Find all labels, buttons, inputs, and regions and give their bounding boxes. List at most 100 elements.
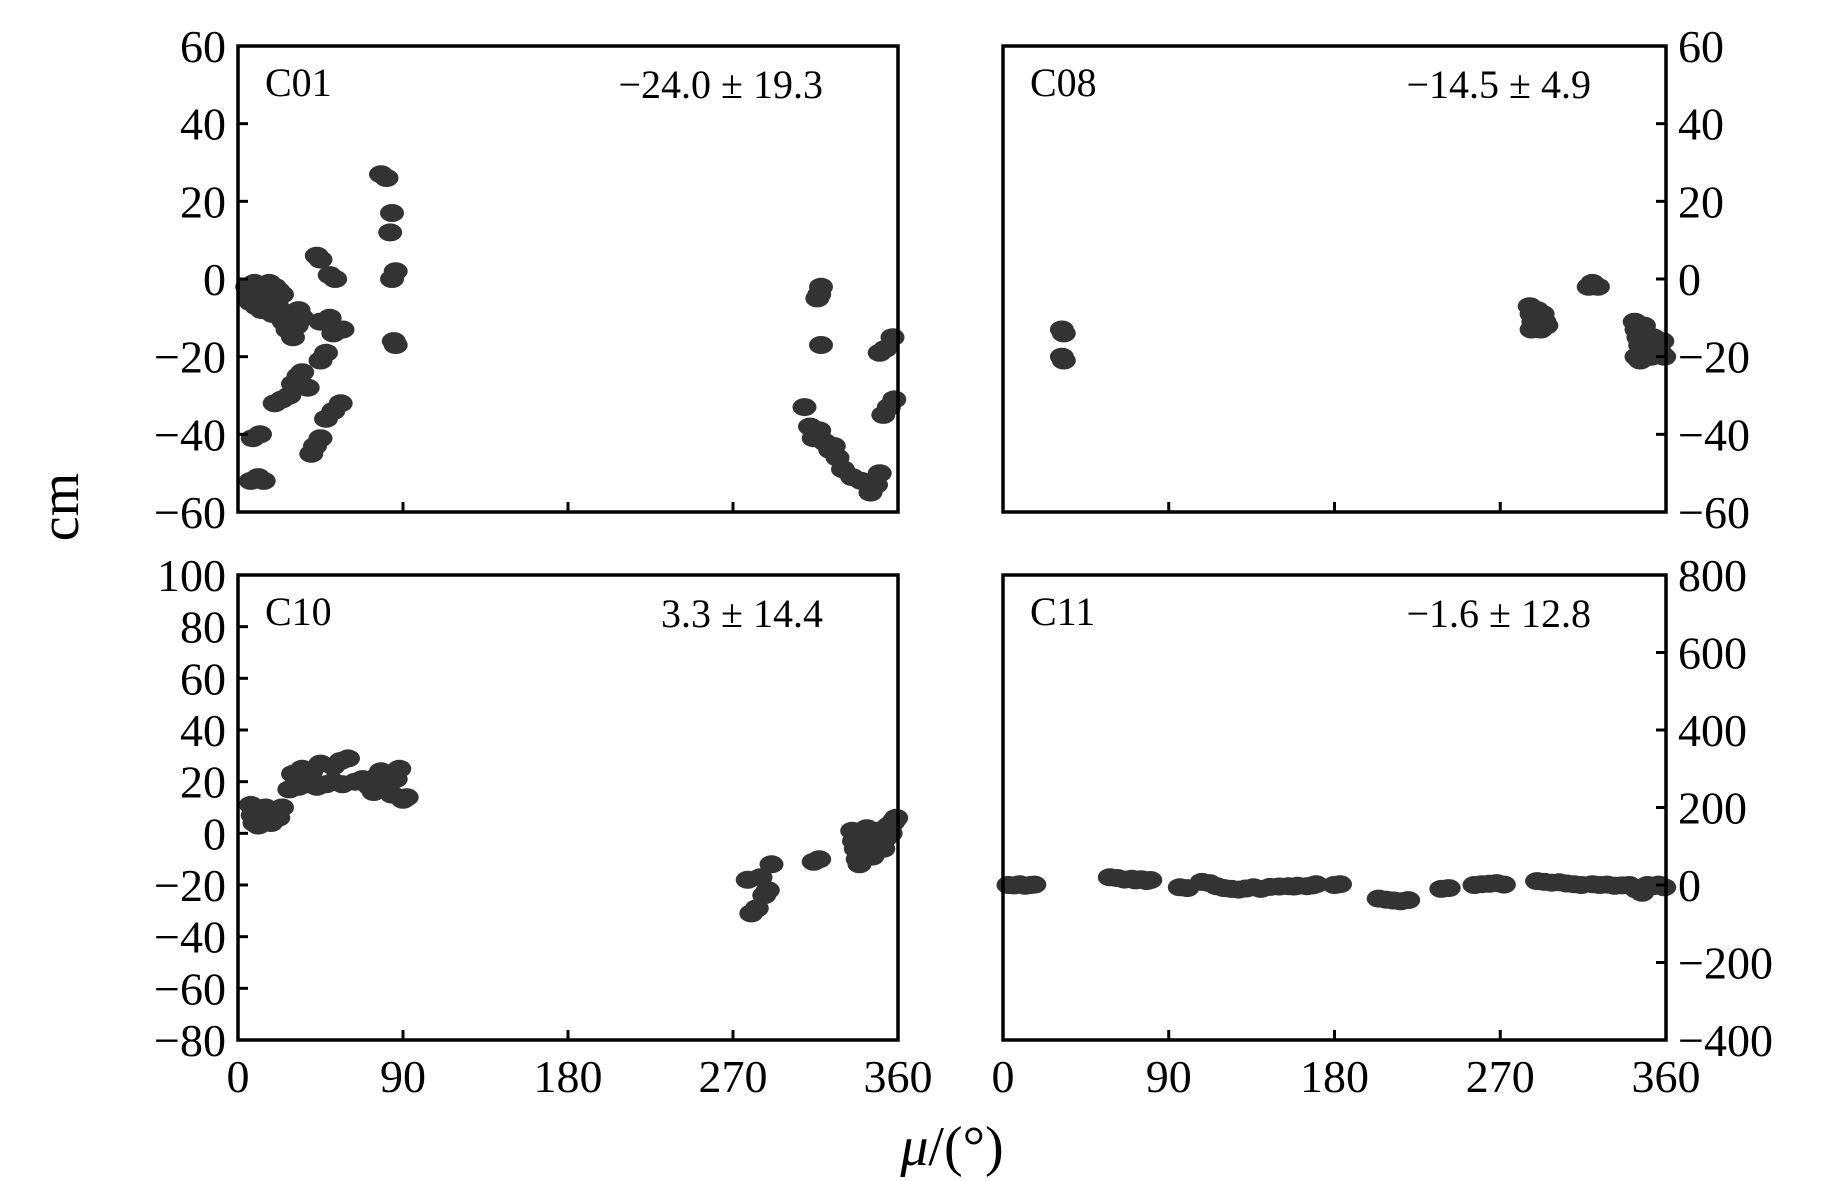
x-tick-label: 180 — [1300, 1051, 1369, 1102]
y-tick-label: 60 — [180, 21, 226, 72]
y-axis-title: cm — [29, 473, 91, 541]
data-point — [378, 223, 403, 242]
data-point — [270, 798, 294, 817]
stat-annotation-c01: −24.0 ± 19.3 — [618, 62, 823, 107]
x-tick-label: 0 — [992, 1051, 1015, 1102]
y-tick-label: −200 — [1678, 938, 1773, 989]
panel-c11: 0 90 180 270 360 800 600 400 200 0 −200 −400 C11 −1.6… — [992, 550, 1773, 1102]
y-tick-label: −80 — [154, 1015, 226, 1066]
y-tick-label: 100 — [157, 550, 226, 601]
data-point — [1051, 324, 1076, 343]
data-point — [328, 394, 353, 413]
data-point — [336, 749, 360, 768]
y-tick-label: 80 — [180, 602, 226, 653]
x-axis-title: μ/(°) — [899, 1116, 1003, 1178]
x-tick-label: 180 — [534, 1051, 603, 1102]
data-points-c11 — [996, 868, 1677, 911]
data-point — [308, 250, 333, 269]
x-tick-label: 270 — [1466, 1051, 1535, 1102]
y-tick-label: −20 — [154, 860, 226, 911]
data-point — [374, 169, 399, 187]
y-tick-label: 0 — [1678, 860, 1701, 911]
x-tick-label: 90 — [380, 1051, 426, 1102]
y-tick-label: 40 — [180, 705, 226, 756]
data-point — [884, 808, 909, 827]
data-point — [792, 398, 817, 417]
data-point — [1138, 871, 1163, 889]
data-point — [1022, 875, 1047, 894]
stat-annotation-c11: −1.6 ± 12.8 — [1406, 591, 1591, 636]
y-tick-label: −40 — [154, 912, 226, 963]
data-point — [1519, 320, 1544, 339]
data-point — [380, 270, 404, 288]
y-tick-label: −400 — [1678, 1015, 1773, 1066]
y-tick-label: 600 — [1678, 628, 1747, 679]
data-point — [290, 363, 315, 382]
data-point — [323, 270, 348, 288]
y-tick-label: 400 — [1678, 705, 1747, 756]
data-point — [286, 301, 311, 320]
x-axis-symbol: μ — [899, 1116, 928, 1178]
stat-annotation-c10: 3.3 ± 14.4 — [661, 591, 823, 636]
y-tick-label: 40 — [1678, 99, 1724, 150]
panel-c08: 60 40 20 0 −20 −40 −60 C08 −14.5 ± 4.9 — [1001, 21, 1750, 538]
x-tick-label: 360 — [864, 1051, 933, 1102]
data-point — [387, 759, 412, 778]
y-tick-label: 60 — [1678, 21, 1724, 72]
x-tick-label: 360 — [1632, 1051, 1701, 1102]
stat-annotation-c08: −14.5 ± 4.9 — [1406, 62, 1591, 107]
x-axis-unit: /(°) — [928, 1116, 1003, 1178]
plot-frame-c11 — [1001, 573, 1668, 1042]
y-tick-label: −60 — [154, 487, 226, 538]
data-point — [308, 429, 333, 448]
y-tick-label: 40 — [180, 99, 226, 150]
plot-frame-c10 — [236, 573, 900, 1042]
data-point — [251, 471, 276, 490]
plot-frame-c08 — [1001, 44, 1668, 514]
data-points-c10 — [238, 749, 909, 923]
data-point — [380, 204, 404, 222]
data-point — [805, 289, 830, 308]
y-tick-label: −20 — [154, 332, 226, 383]
y-tick-label: 20 — [180, 176, 226, 227]
data-point — [807, 850, 832, 869]
data-point — [1631, 347, 1656, 366]
y-tick-label: 800 — [1678, 550, 1747, 601]
y-tick-label: −40 — [154, 409, 226, 460]
data-points-c08 — [1049, 273, 1677, 370]
data-point — [1650, 332, 1675, 351]
y-tick-label: 0 — [203, 808, 226, 859]
data-point — [880, 328, 905, 347]
data-point — [759, 855, 784, 874]
x-tick-label: 90 — [1146, 1051, 1192, 1102]
y-tick-label: 0 — [203, 254, 226, 305]
data-point — [755, 881, 780, 900]
data-point — [1652, 878, 1677, 897]
data-point — [295, 378, 320, 397]
y-tick-label: 20 — [180, 757, 226, 808]
data-point — [1436, 879, 1461, 898]
data-point — [871, 405, 896, 424]
data-points-c01 — [235, 165, 907, 502]
data-point — [383, 336, 408, 354]
panel-label-c11: C11 — [1030, 589, 1095, 634]
data-point — [330, 320, 355, 339]
x-tick-label: 0 — [227, 1051, 250, 1102]
y-tick-label: −40 — [1678, 409, 1750, 460]
data-point — [314, 343, 338, 362]
panel-label-c10: C10 — [265, 589, 332, 634]
data-point — [1328, 875, 1352, 894]
y-tick-label: −60 — [154, 963, 226, 1014]
data-point — [867, 464, 892, 483]
data-point — [809, 336, 833, 354]
data-point — [1051, 351, 1076, 370]
y-tick-label: 0 — [1678, 254, 1701, 305]
data-point — [394, 788, 419, 807]
y-tick-label: 200 — [1678, 783, 1747, 834]
y-tick-label: 20 — [1678, 176, 1724, 227]
data-point — [1585, 277, 1610, 296]
y-tick-label: −60 — [1678, 487, 1750, 538]
data-point — [1396, 891, 1421, 910]
x-tick-label: 270 — [699, 1051, 768, 1102]
